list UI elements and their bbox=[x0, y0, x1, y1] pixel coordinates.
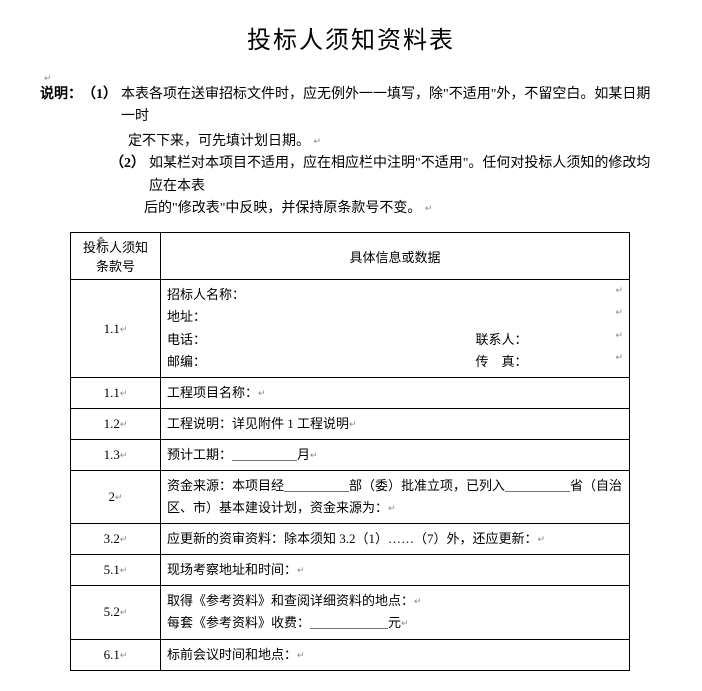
info-line: 招标人名称： ↵ bbox=[167, 284, 623, 306]
para-mark: ↵ bbox=[388, 503, 396, 513]
info-cell: 预计工期：＿＿＿＿＿月↵ bbox=[161, 439, 630, 470]
info-line: 邮编：传 真：↵ bbox=[167, 351, 623, 373]
info-cell: 资金来源：本项目经＿＿＿＿＿部（委）批准立项，已列入＿＿＿＿＿省（自治区、市）基… bbox=[161, 471, 630, 524]
header-info: 具体信息或数据 bbox=[161, 233, 630, 280]
para-mark: ↵ bbox=[615, 283, 623, 305]
info-right: 传 真： bbox=[475, 351, 615, 373]
clause-cell: 5.1↵ bbox=[71, 555, 161, 586]
info-cell: 应更新的资审资料：除本须知 3.2（1）……（7）外，还应更新：↵ bbox=[161, 524, 630, 555]
note-1-num: （1） bbox=[82, 84, 117, 129]
para-mark: ↵ bbox=[615, 350, 623, 372]
info-right: 联系人： bbox=[475, 329, 615, 351]
note-1-line1: 说明： （1） 本表各项在送审招标文件时，应无例外一一填写，除"不适用"外，不留… bbox=[40, 84, 662, 129]
table-row: 1.1↵招标人名称：↵地址：↵电话：联系人：↵邮编：传 真：↵ bbox=[71, 280, 630, 377]
note-2-num: （2） bbox=[110, 153, 145, 198]
table-row: 2↵资金来源：本项目经＿＿＿＿＿部（委）批准立项，已列入＿＿＿＿＿省（自治区、市… bbox=[71, 471, 630, 524]
clause-cell: 2↵ bbox=[71, 471, 161, 524]
note-2-text1: 如某栏对本项目不适用，应在相应栏中注明"不适用"。任何对投标人须知的修改均应在本… bbox=[149, 153, 662, 198]
clause-cell: 1.2↵ bbox=[71, 408, 161, 439]
info-cell: 取得《参考资料》和查阅详细资料的地点：↵每套《参考资料》收费：＿＿＿＿＿＿元↵ bbox=[161, 586, 630, 639]
note-2-text1-inner: 如某栏对本项目不适用，应在相应栏中注明"不适用"。任何对投标人须知的修改均应在本… bbox=[149, 156, 650, 193]
info-left: 地址： bbox=[167, 306, 475, 328]
table-row: 1.3↵预计工期：＿＿＿＿＿月↵ bbox=[71, 439, 630, 470]
info-line: 取得《参考资料》和查阅详细资料的地点：↵ bbox=[167, 590, 623, 612]
table-row: 1.2↵工程说明：详见附件 1 工程说明↵ bbox=[71, 408, 630, 439]
note-1-line2: 定不下来，可先填计划日期。 ↵ bbox=[40, 131, 662, 153]
notes-block: 说明： （1） 本表各项在送审招标文件时，应无例外一一填写，除"不适用"外，不留… bbox=[40, 84, 662, 220]
note-2-line2: 后的"修改表"中反映，并保持原条款号不变。 ↵ bbox=[40, 198, 662, 220]
para-mark: ↵ bbox=[310, 450, 318, 460]
table-row: 3.2↵应更新的资审资料：除本须知 3.2（1）……（7）外，还应更新：↵ bbox=[71, 524, 630, 555]
clause-cell: 3.2↵ bbox=[71, 524, 161, 555]
table-container: ✥ 投标人须知 条款号 具体信息或数据 1.1↵招标人名称：↵地址：↵电话：联系… bbox=[40, 232, 662, 670]
table-row: 5.1↵现场考察地址和时间：↵ bbox=[71, 555, 630, 586]
clause-cell: 1.3↵ bbox=[71, 439, 161, 470]
clause-cell: 1.1↵ bbox=[71, 377, 161, 408]
table-row: 5.2↵取得《参考资料》和查阅详细资料的地点：↵每套《参考资料》收费：＿＿＿＿＿… bbox=[71, 586, 630, 639]
info-line: 地址： ↵ bbox=[167, 306, 623, 328]
note-2-line1: （2） 如某栏对本项目不适用，应在相应栏中注明"不适用"。任何对投标人须知的修改… bbox=[40, 153, 662, 198]
info-left: 招标人名称： bbox=[167, 284, 475, 306]
data-table: 投标人须知 条款号 具体信息或数据 1.1↵招标人名称：↵地址：↵电话：联系人：… bbox=[70, 232, 630, 670]
para-mark: ↵ bbox=[314, 136, 322, 146]
info-line: 电话：联系人：↵ bbox=[167, 329, 623, 351]
note-1-text1: 本表各项在送审招标文件时，应无例外一一填写，除"不适用"外，不留空白。如某日期一… bbox=[121, 84, 662, 129]
note-1-text2: 定不下来，可先填计划日期。 bbox=[128, 134, 310, 149]
para-mark: ↵ bbox=[615, 305, 623, 327]
para-mark: ↵ bbox=[44, 73, 662, 84]
header-clause-l2: 条款号 bbox=[77, 256, 154, 275]
info-cell: 工程项目名称：↵ bbox=[161, 377, 630, 408]
para-mark: ↵ bbox=[349, 419, 357, 429]
header-clause: 投标人须知 条款号 bbox=[71, 233, 161, 280]
info-cell: 招标人名称：↵地址：↵电话：联系人：↵邮编：传 真：↵ bbox=[161, 280, 630, 377]
info-cell: 工程说明：详见附件 1 工程说明↵ bbox=[161, 408, 630, 439]
info-left: 邮编： bbox=[167, 351, 475, 373]
table-anchor-icon: ✥ bbox=[94, 236, 108, 247]
para-mark: ↵ bbox=[538, 534, 546, 544]
info-right bbox=[475, 284, 615, 306]
notes-label: 说明： bbox=[40, 84, 82, 129]
info-left: 电话： bbox=[167, 329, 475, 351]
clause-cell: 1.1↵ bbox=[71, 280, 161, 377]
table-row: 1.1↵工程项目名称：↵ bbox=[71, 377, 630, 408]
para-mark: ↵ bbox=[297, 650, 305, 660]
para-mark: ↵ bbox=[414, 596, 422, 606]
clause-cell: 5.2↵ bbox=[71, 586, 161, 639]
header-clause-l1: 投标人须知 bbox=[77, 237, 154, 256]
para-mark: ↵ bbox=[425, 203, 433, 213]
table-row: 6.1↵标前会议时间和地点：↵ bbox=[71, 639, 630, 670]
page-title: 投标人须知资料表 bbox=[40, 20, 662, 55]
clause-cell: 6.1↵ bbox=[71, 639, 161, 670]
note-2-text2: 后的"修改表"中反映，并保持原条款号不变。 bbox=[144, 201, 421, 216]
info-line: 每套《参考资料》收费：＿＿＿＿＿＿元↵ bbox=[167, 612, 623, 634]
para-mark: ↵ bbox=[615, 328, 623, 350]
info-right bbox=[475, 306, 615, 328]
info-cell: 现场考察地址和时间：↵ bbox=[161, 555, 630, 586]
para-mark: ↵ bbox=[401, 618, 409, 628]
para-mark: ↵ bbox=[297, 565, 305, 575]
table-header-row: 投标人须知 条款号 具体信息或数据 bbox=[71, 233, 630, 280]
info-cell: 标前会议时间和地点：↵ bbox=[161, 639, 630, 670]
para-mark: ↵ bbox=[258, 388, 266, 398]
